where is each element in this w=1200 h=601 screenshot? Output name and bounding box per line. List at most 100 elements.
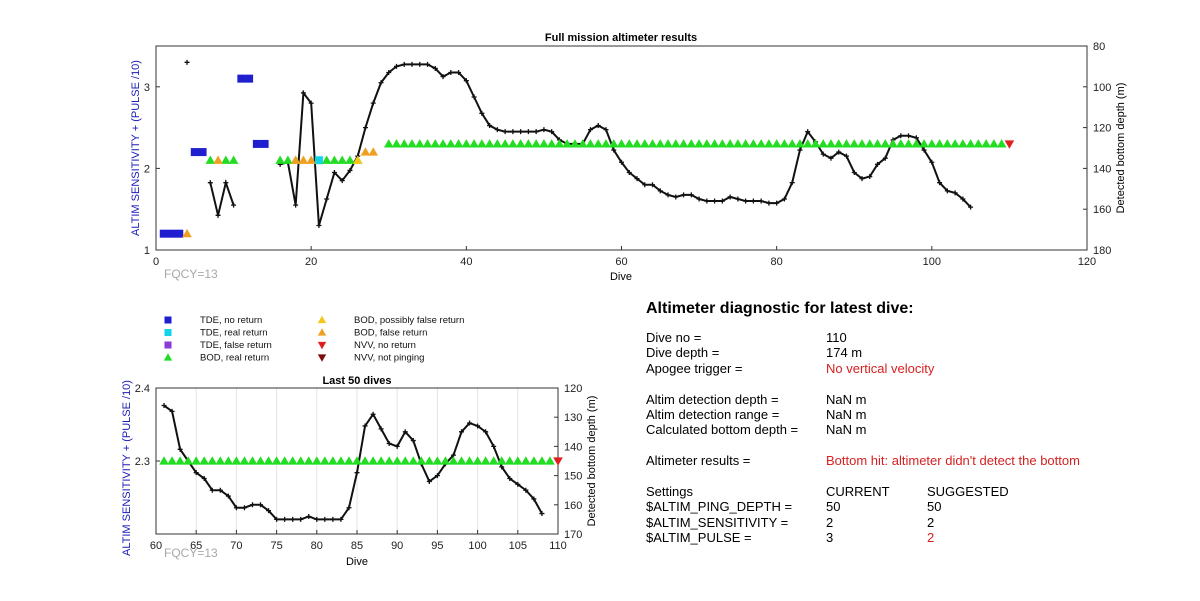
altim-detection-range-label: Altim detection range = bbox=[646, 406, 780, 422]
depth-point bbox=[448, 70, 454, 76]
dive-depth-value: 174 m bbox=[826, 345, 863, 361]
bod-real-return-marker bbox=[239, 456, 250, 465]
depth-point bbox=[750, 198, 756, 204]
bod-real-return-marker bbox=[593, 139, 604, 148]
bod-real-return-marker bbox=[958, 139, 968, 148]
depth-point bbox=[274, 516, 280, 522]
depth-point bbox=[378, 80, 384, 86]
depth-point bbox=[322, 516, 328, 522]
bod-real-return-marker bbox=[624, 139, 635, 148]
main-chart-xlabel: Dive bbox=[610, 271, 632, 283]
depth-point bbox=[688, 192, 694, 198]
depth-point bbox=[875, 161, 881, 167]
apogee-label: Apogee trigger = bbox=[646, 360, 743, 376]
bod-real-return-marker bbox=[733, 139, 743, 148]
bod-real-return-marker bbox=[472, 456, 483, 465]
bod-real-return-marker bbox=[400, 456, 411, 465]
depth-point bbox=[426, 478, 432, 484]
main-chart-ylabel-left: ALTIM SENSITIVITY + (PULSE /10) bbox=[130, 60, 142, 236]
bod-real-return-marker bbox=[496, 456, 507, 465]
bod-real-return-marker bbox=[414, 139, 425, 148]
x-tick-label: 0 bbox=[153, 256, 159, 268]
bod-real-return-marker bbox=[480, 456, 491, 465]
depth-point bbox=[394, 63, 400, 69]
depth-point bbox=[727, 194, 733, 200]
bod-real-return-marker bbox=[422, 139, 433, 148]
bod-real-return-marker bbox=[717, 139, 728, 148]
altim-detection-range-row: Altim detection range = NaN m bbox=[646, 407, 1186, 422]
y-right-tick-label: 80 bbox=[1093, 41, 1105, 53]
x-tick-label: 95 bbox=[431, 540, 443, 552]
depth-point bbox=[619, 159, 624, 165]
depth-point bbox=[241, 505, 247, 511]
depth-point bbox=[177, 446, 183, 452]
legend-label: TDE, real return bbox=[200, 328, 268, 339]
x-tick-label: 65 bbox=[190, 540, 202, 552]
pulse-suggested: 2 bbox=[927, 530, 935, 546]
bod-real-return-marker bbox=[275, 155, 285, 164]
altimeter-results-value: Bottom hit: altimeter didn't detect the … bbox=[826, 453, 1080, 469]
bod-real-return-marker bbox=[287, 456, 298, 465]
bod-real-return-marker bbox=[215, 456, 226, 465]
x-tick-label: 75 bbox=[270, 540, 282, 552]
bod-real-return-marker bbox=[709, 139, 720, 148]
bod-real-return-marker bbox=[523, 139, 534, 148]
tde-no-return-marker bbox=[237, 74, 246, 83]
y-right-tick-label: 140 bbox=[564, 441, 582, 453]
depth-point bbox=[960, 196, 966, 202]
y-left-tick-label: 2 bbox=[144, 163, 150, 175]
bod-real-return-marker bbox=[477, 139, 487, 148]
depth-point bbox=[475, 423, 481, 429]
y-right-tick-label: 180 bbox=[1093, 245, 1111, 257]
depth-point bbox=[531, 496, 537, 502]
depth-point bbox=[836, 149, 842, 155]
depth-point bbox=[634, 176, 640, 182]
depth-point bbox=[743, 198, 749, 204]
x-tick-label: 80 bbox=[311, 540, 323, 552]
depth-point bbox=[402, 429, 408, 435]
depth-point bbox=[735, 196, 741, 202]
bod-real-return-marker bbox=[833, 139, 844, 148]
bod-real-return-marker bbox=[996, 139, 1007, 148]
y-right-tick-label: 160 bbox=[564, 500, 582, 512]
bod-real-return-marker bbox=[368, 456, 378, 465]
depth-point bbox=[539, 511, 545, 517]
x-tick-label: 90 bbox=[391, 540, 403, 552]
depth-point bbox=[339, 178, 345, 184]
depth-point bbox=[774, 200, 780, 206]
legend-marker bbox=[317, 354, 327, 362]
depth-point bbox=[471, 94, 477, 100]
bod-real-return-marker bbox=[702, 139, 712, 148]
calculated-bottom-value: NaN m bbox=[826, 422, 867, 438]
depth-point bbox=[231, 202, 237, 208]
legend-marker bbox=[164, 329, 172, 336]
depth-point bbox=[314, 516, 320, 522]
dive-no-value: 110 bbox=[826, 330, 847, 345]
depth-point bbox=[968, 204, 974, 210]
depth-point bbox=[370, 100, 376, 106]
bod-real-return-marker bbox=[965, 139, 976, 148]
depth-point bbox=[331, 169, 337, 175]
bod-real-return-marker bbox=[312, 456, 322, 465]
tde-no-return-marker bbox=[190, 148, 199, 157]
depth-point bbox=[249, 502, 255, 508]
bod-real-return-marker bbox=[872, 139, 883, 148]
bod-real-return-marker bbox=[360, 456, 370, 465]
ping-depth-row: $ALTIM_PING_DEPTH = 50 50 bbox=[646, 499, 1186, 514]
y-right-tick-label: 120 bbox=[564, 383, 582, 395]
bod-real-return-marker bbox=[864, 139, 875, 148]
ping-depth-current: 50 bbox=[826, 499, 841, 515]
y-right-tick-label: 140 bbox=[1093, 163, 1111, 175]
depth-point bbox=[882, 155, 888, 161]
legend-label: NVV, not pinging bbox=[354, 353, 424, 364]
y-right-tick-label: 150 bbox=[564, 471, 582, 483]
bod-real-return-marker bbox=[802, 139, 813, 148]
legend-marker bbox=[164, 341, 172, 349]
bod-real-return-marker bbox=[545, 456, 555, 465]
depth-point bbox=[362, 423, 368, 429]
depth-point bbox=[347, 167, 353, 173]
x-tick-label: 40 bbox=[460, 256, 472, 268]
y-left-tick-label: 2.3 bbox=[135, 456, 150, 468]
tde-no-return-marker bbox=[245, 74, 254, 83]
